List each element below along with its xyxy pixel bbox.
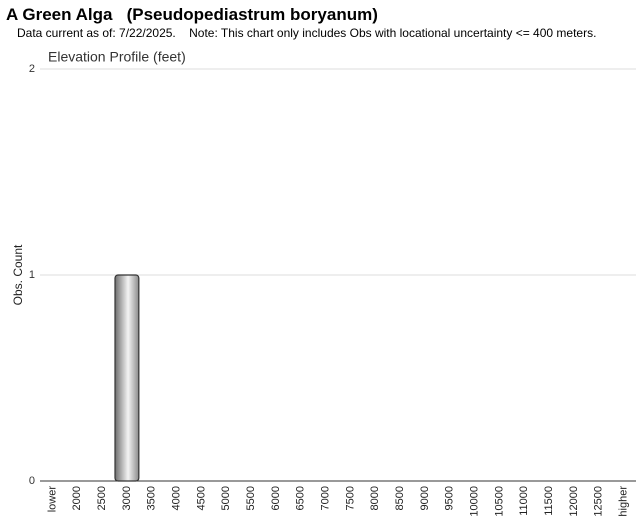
x-tick-label: 2000 — [71, 486, 83, 510]
x-tick-label: 6000 — [270, 486, 282, 510]
x-tick-label: 8500 — [394, 486, 406, 510]
x-tick-label: 10500 — [493, 486, 505, 517]
chart-title: Elevation Profile (feet) — [48, 49, 186, 65]
x-tick-label: 9000 — [419, 486, 431, 510]
page-title: A Green Alga (Pseudopediastrum boryanum) — [6, 5, 378, 24]
x-tick-label: 4500 — [195, 486, 207, 510]
x-tick-label: 3500 — [146, 486, 158, 510]
x-tick-label: 3000 — [121, 486, 133, 510]
x-tick-label: 11500 — [543, 486, 555, 516]
x-tick-label: 12000 — [568, 486, 580, 517]
x-tick-label: 9500 — [444, 486, 456, 510]
x-tick-label: 11000 — [518, 486, 530, 516]
x-tick-label: 7500 — [344, 486, 356, 510]
x-tick-label: 10000 — [468, 486, 480, 517]
x-tick-label: higher — [617, 486, 629, 517]
x-tick-label: 7000 — [319, 486, 331, 510]
x-tick-label: 2500 — [96, 486, 108, 510]
x-tick-label: lower — [46, 486, 58, 513]
x-tick-label: 5500 — [245, 486, 257, 510]
page-subtitle: Data current as of: 7/22/2025. Note: Thi… — [17, 26, 597, 40]
x-tick-label: 5000 — [220, 486, 232, 510]
x-tick-label: 6500 — [295, 486, 307, 510]
x-tick-label: 12500 — [593, 486, 605, 517]
y-axis-label: Obs. Count — [11, 244, 25, 305]
y-tick-label: 0 — [29, 475, 35, 487]
y-tick-label: 1 — [29, 269, 35, 281]
x-tick-label: 8000 — [369, 486, 381, 510]
x-tick-label: 4000 — [170, 486, 182, 510]
bar — [114, 274, 140, 482]
y-tick-label: 2 — [29, 63, 35, 75]
